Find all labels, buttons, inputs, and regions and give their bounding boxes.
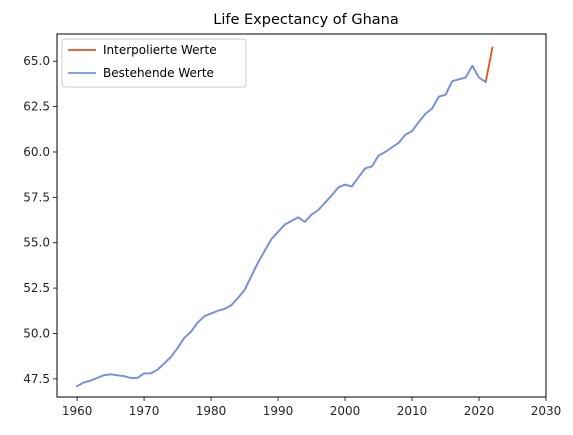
x-tick-label: 2020 [464, 404, 495, 418]
x-tick-label: 1970 [129, 404, 160, 418]
x-axis: 1960 1970 1980 1990 2000 2010 2020 2030 [62, 397, 561, 418]
x-tick-label: 2030 [531, 404, 562, 418]
x-tick-label: 2010 [397, 404, 428, 418]
x-tick-label: 1980 [196, 404, 227, 418]
y-tick-label: 50.0 [23, 326, 50, 340]
chart-title: Life Expectancy of Ghana [213, 12, 398, 28]
y-tick-label: 60.0 [23, 145, 50, 159]
legend-box [61, 38, 247, 88]
legend: Interpolierte Werte Bestehende Werte [61, 38, 247, 88]
y-tick-label: 62.5 [23, 100, 50, 114]
y-tick-label: 52.5 [23, 281, 50, 295]
legend-label-interpolated: Interpolierte Werte [103, 43, 217, 57]
y-tick-label: 57.5 [23, 190, 50, 204]
y-tick-label: 65.0 [23, 54, 50, 68]
y-tick-label: 47.5 [23, 372, 50, 386]
x-tick-label: 2000 [330, 404, 361, 418]
y-tick-label: 55.0 [23, 236, 50, 250]
plot-area-frame [56, 33, 547, 398]
x-tick-label: 1960 [62, 404, 93, 418]
series-line-0 [75, 46, 494, 388]
legend-label-existing: Bestehende Werte [103, 66, 214, 80]
x-tick-label: 1990 [263, 404, 294, 418]
series-line-1 [75, 64, 487, 388]
series-layer [75, 46, 494, 388]
y-axis: 47.5 50.0 52.5 55.0 57.5 60.0 62.5 65.0 [23, 54, 57, 386]
